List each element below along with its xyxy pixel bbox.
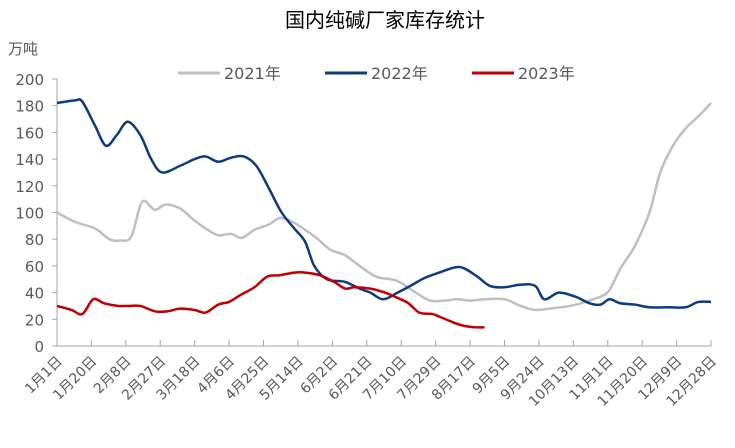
y-tick-label: 20: [25, 311, 44, 329]
y-tick-label: 120: [15, 178, 44, 196]
y-tick-label: 60: [25, 258, 44, 276]
legend-label: 2021年: [224, 64, 281, 83]
legend-label: 2023年: [518, 64, 575, 83]
series-line-2022年: [57, 99, 711, 307]
y-tick-label: 140: [15, 151, 44, 169]
legend: 2021年 2022年 2023年: [178, 64, 575, 83]
y-tick-label: 160: [15, 124, 44, 142]
legend-label: 2022年: [371, 64, 428, 83]
series-lines: [57, 99, 711, 327]
chart-title: 国内纯碱厂家库存统计: [285, 8, 485, 32]
y-tick-label: 40: [25, 285, 44, 303]
y-axis-label: 万吨: [8, 40, 38, 58]
y-tick-label: 0: [34, 338, 44, 356]
y-tick-label: 180: [15, 98, 44, 116]
y-tick-label: 200: [15, 71, 44, 89]
y-tick-label: 100: [15, 205, 44, 223]
series-line-2021年: [57, 103, 711, 310]
y-tick-label: 80: [25, 231, 44, 249]
